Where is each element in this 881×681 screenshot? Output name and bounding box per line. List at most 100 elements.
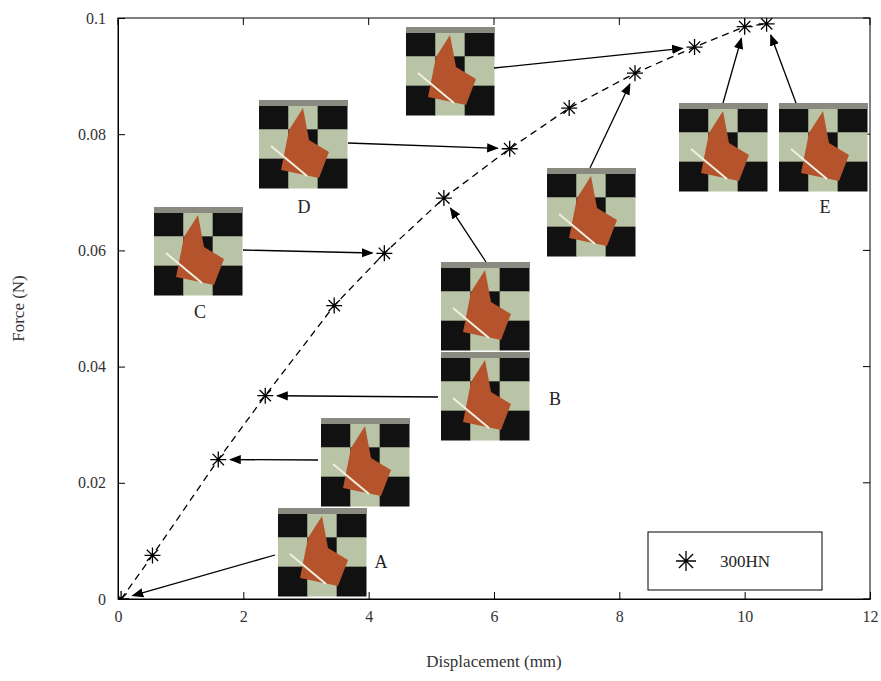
- tick: 0.02: [78, 474, 125, 491]
- tick-mark: [118, 134, 125, 135]
- tick-mark: [863, 250, 870, 251]
- photo-strip: [321, 418, 409, 424]
- photo-strip: [779, 103, 867, 109]
- tick-label: 12: [863, 608, 879, 625]
- tick-label: 10: [737, 608, 753, 625]
- photo-object: [428, 35, 476, 105]
- photo: [441, 262, 530, 351]
- point: [376, 245, 392, 261]
- arrow: [277, 396, 438, 397]
- arrow: [590, 84, 630, 168]
- photo-strip: [547, 168, 635, 174]
- point: [210, 452, 226, 468]
- photo-object: [463, 360, 511, 430]
- tick-label: 6: [491, 608, 499, 625]
- tick: 8: [616, 592, 624, 625]
- tick-mark: [870, 592, 871, 599]
- annotation: A: [375, 552, 388, 572]
- photo: [779, 103, 868, 192]
- tick-mark: [870, 18, 871, 25]
- photo-strip: [154, 207, 242, 213]
- point: [144, 547, 160, 563]
- photo: [406, 27, 495, 116]
- photo: [154, 207, 243, 296]
- photo-object: [176, 215, 224, 285]
- tick-mark: [863, 18, 870, 19]
- tick: 10: [737, 592, 753, 625]
- tick-mark: [368, 18, 369, 25]
- point: [257, 388, 273, 404]
- tick: 0.08: [78, 126, 125, 143]
- tick-mark: [745, 592, 746, 599]
- photo-insets: [133, 27, 868, 597]
- y-axis-title: Force (N): [9, 275, 28, 342]
- arrow: [450, 208, 486, 262]
- chart: 02468101200.020.040.060.080.1Displacemen…: [0, 0, 881, 681]
- tick-mark: [118, 250, 125, 251]
- tick-mark: [243, 18, 244, 25]
- tick: 6: [491, 592, 499, 625]
- point: [627, 65, 643, 81]
- point: [502, 141, 518, 157]
- tick-mark: [118, 367, 125, 368]
- photo-object: [701, 111, 749, 181]
- photo-highlight: [559, 214, 595, 244]
- legend-label: 300HN: [720, 552, 770, 571]
- point: [561, 100, 577, 116]
- annotation: E: [820, 197, 831, 217]
- legend-box: [648, 532, 822, 590]
- photo: [547, 168, 636, 257]
- tick-mark: [863, 482, 870, 483]
- point: [326, 298, 342, 314]
- photo-highlight: [691, 149, 727, 179]
- photo-object: [801, 111, 849, 181]
- photo-highlight: [290, 554, 326, 584]
- tick: 2: [240, 592, 248, 625]
- tick-mark: [619, 592, 620, 599]
- photo-highlight: [166, 253, 202, 283]
- tick-mark: [369, 592, 370, 599]
- photo-highlight: [418, 73, 454, 103]
- arrow: [243, 250, 372, 253]
- point: [118, 591, 129, 599]
- photo-highlight: [791, 149, 827, 179]
- photo-strip: [259, 100, 347, 106]
- annotation: C: [194, 302, 206, 322]
- tick-mark: [494, 18, 495, 25]
- tick-label: 0: [98, 591, 106, 608]
- tick-mark: [118, 18, 125, 19]
- point: [737, 19, 753, 35]
- point: [759, 18, 775, 32]
- tick-mark: [863, 366, 870, 367]
- tick-mark: [494, 592, 495, 599]
- photo: [259, 100, 348, 189]
- photo-highlight: [333, 464, 369, 494]
- arrow: [348, 143, 498, 148]
- point: [436, 190, 452, 206]
- tick-label: 0.1: [86, 10, 106, 27]
- tick-label: 0.06: [78, 242, 106, 259]
- tick-mark: [118, 483, 125, 484]
- photo-strip: [679, 103, 767, 109]
- tick: 0.1: [86, 10, 125, 27]
- arrow: [230, 459, 318, 461]
- photo-object: [343, 426, 391, 496]
- legend: 300HN: [648, 532, 822, 590]
- tick-label: 2: [240, 608, 248, 625]
- annotation: D: [298, 197, 311, 217]
- photo-strip: [406, 27, 494, 33]
- photo-strip: [441, 262, 529, 268]
- y-axis: 0 0.02 0.04 0.06 0.08 0.1: [78, 10, 125, 608]
- tick-mark: [118, 599, 125, 600]
- tick: 4: [365, 592, 373, 625]
- arrow: [723, 38, 741, 103]
- tick-label: 4: [365, 608, 373, 625]
- series-line: [121, 24, 766, 599]
- x-axis: 024681012: [115, 592, 879, 625]
- photo: [441, 352, 530, 441]
- photo-strip: [278, 508, 366, 514]
- tick-label: 0.04: [78, 358, 106, 375]
- tick-mark: [619, 18, 620, 25]
- arrow: [133, 555, 275, 596]
- tick-mark: [118, 18, 119, 25]
